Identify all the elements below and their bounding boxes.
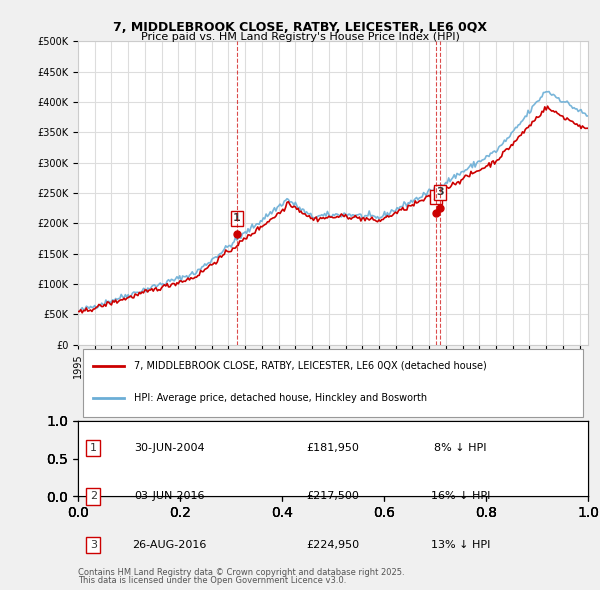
Text: 1: 1 [90, 443, 97, 453]
Text: 2: 2 [90, 491, 97, 502]
Text: HPI: Average price, detached house, Hinckley and Bosworth: HPI: Average price, detached house, Hinc… [134, 393, 427, 403]
Text: 3: 3 [90, 540, 97, 550]
Text: 1: 1 [233, 214, 241, 224]
Text: 03-JUN-2016: 03-JUN-2016 [134, 491, 205, 502]
Text: 26-AUG-2016: 26-AUG-2016 [133, 540, 207, 550]
Text: 7, MIDDLEBROOK CLOSE, RATBY, LEICESTER, LE6 0QX (detached house): 7, MIDDLEBROOK CLOSE, RATBY, LEICESTER, … [134, 361, 487, 371]
Text: 2: 2 [432, 192, 440, 202]
Text: Price paid vs. HM Land Registry's House Price Index (HPI): Price paid vs. HM Land Registry's House … [140, 32, 460, 42]
Text: This data is licensed under the Open Government Licence v3.0.: This data is licensed under the Open Gov… [78, 576, 346, 585]
Text: 13% ↓ HPI: 13% ↓ HPI [431, 540, 490, 550]
FancyBboxPatch shape [83, 349, 583, 417]
Text: £217,500: £217,500 [307, 491, 359, 502]
Text: 30-JUN-2004: 30-JUN-2004 [134, 443, 205, 453]
Text: £224,950: £224,950 [307, 540, 359, 550]
Text: 8% ↓ HPI: 8% ↓ HPI [434, 443, 487, 453]
Text: £181,950: £181,950 [307, 443, 359, 453]
Text: Contains HM Land Registry data © Crown copyright and database right 2025.: Contains HM Land Registry data © Crown c… [78, 568, 404, 577]
Text: 16% ↓ HPI: 16% ↓ HPI [431, 491, 490, 502]
Text: 7, MIDDLEBROOK CLOSE, RATBY, LEICESTER, LE6 0QX: 7, MIDDLEBROOK CLOSE, RATBY, LEICESTER, … [113, 21, 487, 34]
Text: 3: 3 [436, 187, 444, 197]
